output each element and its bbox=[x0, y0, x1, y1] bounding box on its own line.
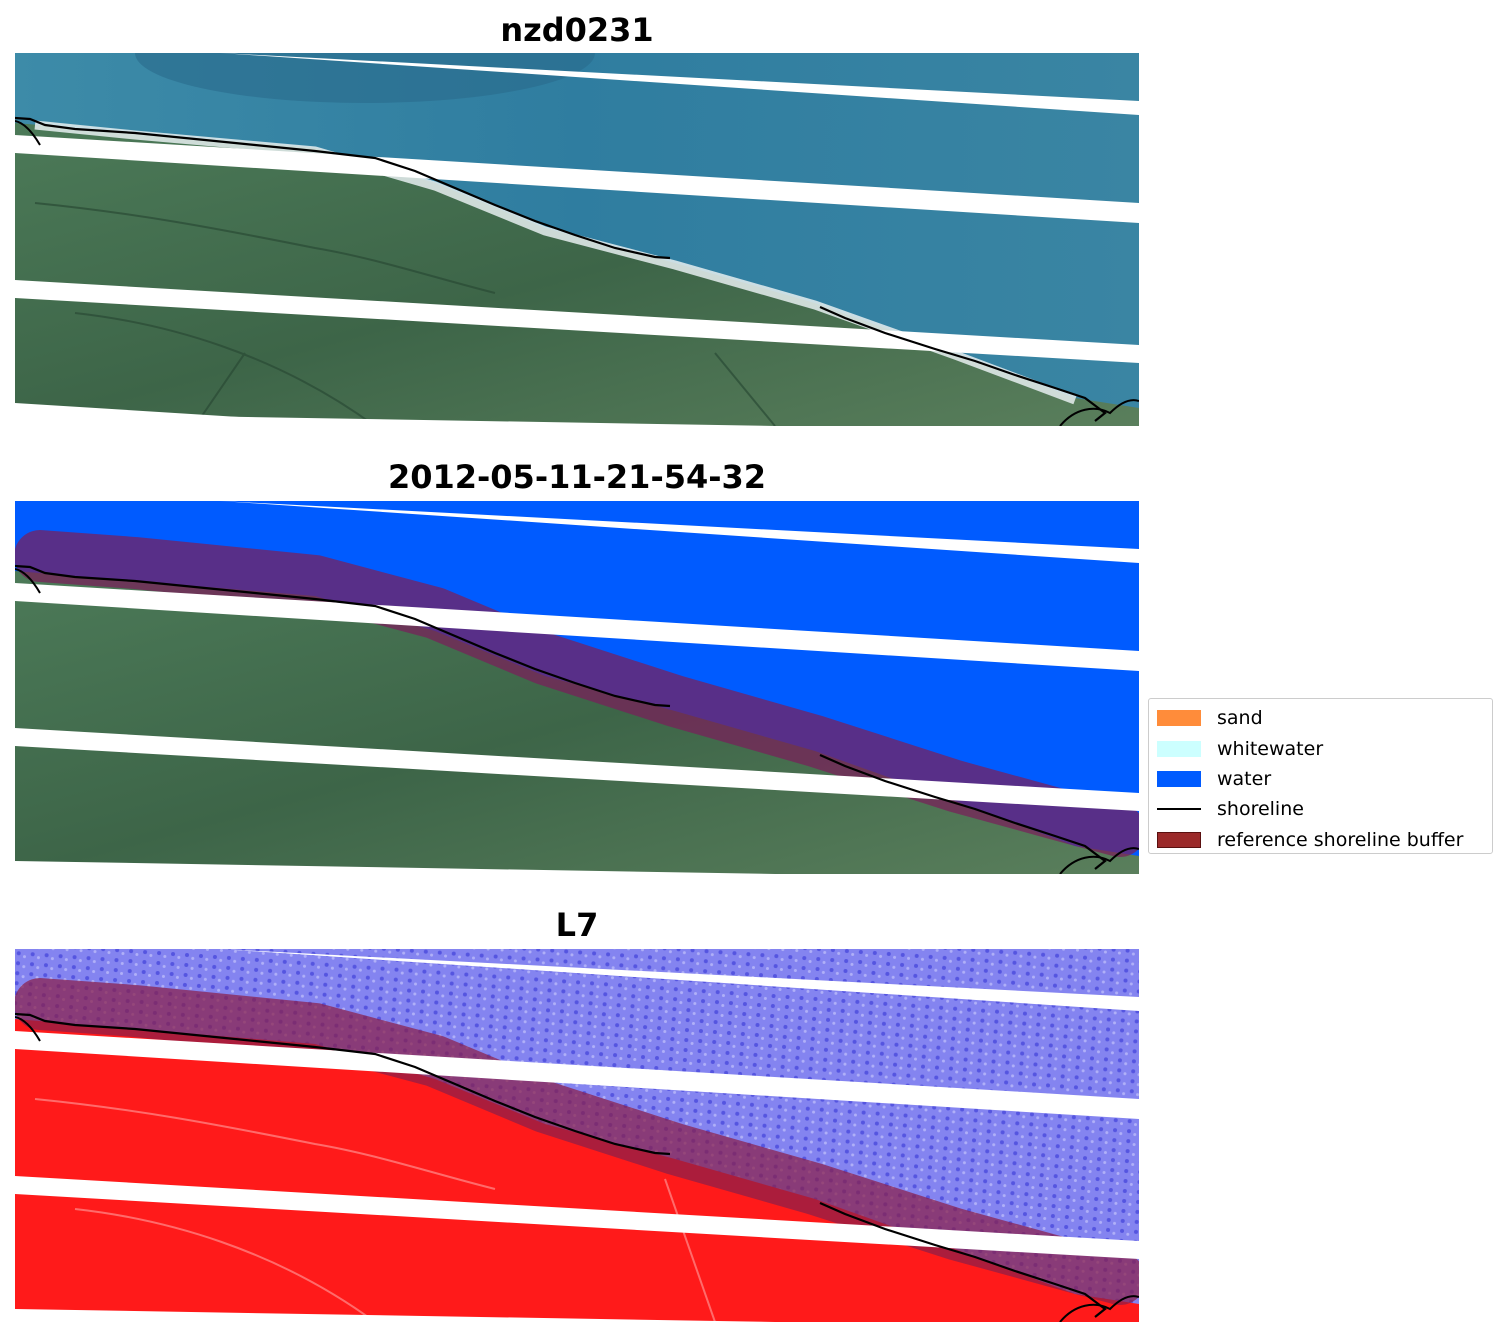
land-index-area bbox=[15, 1019, 1139, 1322]
index-image-panel bbox=[15, 949, 1139, 1322]
legend-label: reference shoreline buffer bbox=[1217, 828, 1464, 851]
legend-label: water bbox=[1217, 767, 1272, 790]
legend-label: shoreline bbox=[1217, 798, 1304, 821]
shoreline-line-east bbox=[819, 1201, 1107, 1318]
water-swatch bbox=[1157, 770, 1201, 787]
legend-label: whitewater bbox=[1217, 737, 1324, 760]
drainage-lines bbox=[34, 1098, 716, 1322]
sand-swatch bbox=[1157, 710, 1201, 727]
shoreline-line-east bbox=[819, 753, 1107, 870]
river-mouth-east bbox=[1059, 1295, 1139, 1322]
river-mouth-east bbox=[1059, 399, 1139, 426]
panel-title-image-name: nzd0231 bbox=[500, 11, 654, 49]
panel-title-date: 2012-05-11-21-54-32 bbox=[387, 458, 767, 496]
rgb-image-panel bbox=[15, 53, 1139, 426]
shoreline-line-east bbox=[819, 305, 1107, 422]
classified-image bbox=[15, 501, 1139, 874]
legend-item-shoreline: shoreline bbox=[1157, 794, 1484, 824]
scan-line-gaps bbox=[15, 53, 1139, 426]
legend-item-whitewater: whitewater bbox=[1157, 733, 1484, 763]
legend-item-reference-buffer: reference shoreline buffer bbox=[1157, 825, 1484, 855]
legend: sand whitewater water shoreline referenc… bbox=[1148, 698, 1493, 854]
buffer-swatch bbox=[1157, 831, 1201, 848]
land-area bbox=[15, 123, 1139, 426]
legend-item-sand: sand bbox=[1157, 703, 1484, 733]
classified-image-panel bbox=[15, 501, 1139, 874]
shoreline-line bbox=[15, 564, 671, 708]
scan-line-gaps bbox=[15, 501, 1139, 874]
scan-line-gaps bbox=[15, 949, 1139, 1322]
whitewater-swatch bbox=[1157, 740, 1201, 757]
deep-water-area bbox=[135, 53, 595, 103]
legend-item-water: water bbox=[1157, 764, 1484, 794]
shoreline-line bbox=[15, 1012, 671, 1156]
panel-title-satellite: L7 bbox=[555, 906, 599, 944]
river-mouth-west bbox=[15, 120, 41, 146]
river-mouth-west bbox=[15, 568, 41, 594]
shoreline-swatch bbox=[1157, 808, 1201, 811]
drainage-lines bbox=[34, 202, 776, 426]
river-mouth-east bbox=[1059, 847, 1139, 874]
rgb-image bbox=[15, 53, 1139, 426]
land-area bbox=[15, 571, 1139, 874]
river-mouth-west bbox=[15, 1016, 41, 1042]
index-image bbox=[15, 949, 1139, 1322]
shoreline-line bbox=[15, 116, 671, 260]
legend-label: sand bbox=[1217, 707, 1263, 730]
